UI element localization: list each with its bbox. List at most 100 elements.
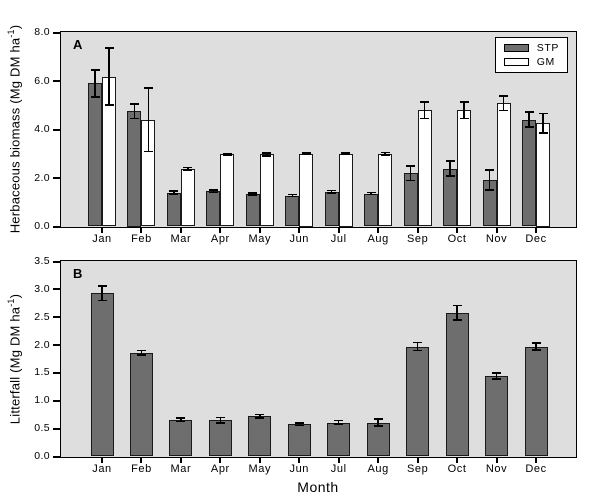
errorbar-cap-top-a-stp-jul [327, 189, 337, 192]
errorbar-cap-top-a-stp-jun [287, 193, 297, 196]
panel-a-x-tick [179, 228, 182, 233]
bar-a-gm-apr [220, 154, 235, 227]
errorbar-cap-top-a-gm-sep [420, 101, 430, 103]
errorbar-cap-bottom-a-gm-feb [143, 150, 153, 153]
errorbar-b-stp-aug [377, 419, 379, 426]
errorbar-cap-bottom-b-stp-apr [215, 422, 225, 424]
errorbar-cap-top-a-gm-feb [143, 87, 153, 89]
errorbar-b-stp-dec [535, 343, 537, 351]
errorbar-a-stp-feb [133, 104, 136, 119]
bar-b-stp-nov [485, 376, 509, 457]
errorbar-cap-top-a-gm-mar [183, 166, 193, 169]
bar-a-gm-jul [338, 153, 353, 227]
panel-b-x-tick [298, 458, 301, 463]
errorbar-cap-top-b-stp-apr [215, 416, 225, 419]
bar-b-stp-sep [406, 346, 430, 457]
errorbar-cap-bottom-b-stp-may [255, 417, 265, 419]
bar-a-stp-jan [88, 83, 102, 227]
legend-swatch-stp [503, 44, 529, 52]
errorbar-a-gm-oct [463, 102, 465, 119]
panel-b-month-label: Nov [485, 463, 508, 475]
legend-entry-gm: GM [503, 57, 559, 67]
panel-a-month-label: Feb [131, 233, 152, 245]
errorbar-a-gm-feb [147, 88, 150, 152]
errorbar-cap-bottom-a-stp-oct [445, 175, 455, 177]
bar-a-stp-may [245, 194, 260, 227]
legend-label-stp: STP [536, 42, 559, 54]
panel-a-month-label: Sep [406, 233, 429, 245]
panel-b-y-tick [53, 344, 60, 347]
panel-b-month-label: Jul [330, 463, 347, 475]
panel-b-month-label: Apr [210, 463, 230, 475]
legend-entry-stp: STP [503, 42, 559, 54]
bar-b-stp-may [248, 416, 272, 457]
panel-a-x-tick [101, 228, 103, 233]
panel-b-letter: B [73, 266, 84, 281]
panel-b-x-tick [456, 458, 459, 463]
panel-b-month-label: Jan [92, 463, 112, 475]
bar-a-gm-aug [378, 153, 393, 227]
errorbar-cap-bottom-a-gm-sep [420, 117, 430, 120]
panel-a-month-label: Mar [170, 233, 192, 245]
panel-b-month-label: May [248, 463, 272, 475]
errorbar-cap-bottom-b-stp-oct [452, 319, 462, 321]
bar-b-stp-jan [90, 293, 114, 457]
panel-b-month-label: Feb [131, 463, 152, 475]
panel-a-y-tick-label: 4.0 [34, 123, 50, 135]
errorbar-b-stp-jan [101, 286, 103, 301]
errorbar-cap-bottom-b-stp-aug [373, 425, 383, 427]
panel-a-month-label: Nov [485, 233, 508, 245]
errorbar-b-stp-nov [495, 373, 498, 380]
errorbar-cap-top-a-stp-aug [366, 191, 376, 194]
errorbar-cap-top-a-stp-nov [485, 169, 495, 172]
errorbar-cap-top-b-stp-oct [452, 304, 462, 307]
errorbar-b-stp-feb [140, 350, 143, 356]
panel-b-x-tick [535, 458, 537, 463]
errorbar-a-gm-jan [108, 48, 110, 106]
errorbar-b-stp-mar [180, 418, 182, 422]
panel-a-month-label: Jul [330, 233, 347, 245]
errorbar-cap-bottom-a-stp-nov [485, 189, 495, 191]
errorbar-a-gm-may [266, 153, 268, 156]
errorbar-a-stp-mar [173, 191, 175, 194]
errorbar-cap-top-b-stp-mar [176, 417, 186, 419]
panel-b-y-tick [53, 260, 60, 263]
errorbar-cap-bottom-b-stp-jan [97, 299, 107, 302]
panel-b-month-label: Sep [406, 463, 429, 475]
errorbar-cap-top-a-gm-nov [499, 95, 509, 97]
errorbar-b-stp-jul [337, 420, 340, 425]
errorbar-cap-bottom-a-gm-jan [104, 104, 114, 107]
errorbar-cap-top-a-stp-jan [90, 69, 100, 71]
panel-b-y-tick-label: 1.0 [34, 394, 50, 407]
errorbar-cap-bottom-a-stp-jun [287, 195, 297, 198]
errorbar-cap-bottom-a-gm-jun [301, 153, 311, 156]
panel-b-x-tick [416, 458, 419, 463]
panel-b-y-tick-label: 2.5 [34, 310, 50, 323]
panel-a-x-tick [377, 228, 380, 233]
errorbar-cap-bottom-a-gm-apr [222, 154, 232, 156]
panel-b-month-label: Jun [289, 463, 310, 475]
panel-b-y-tick-label: 0.5 [34, 422, 50, 435]
errorbar-b-stp-oct [456, 305, 458, 320]
bar-a-stp-jun [285, 195, 300, 227]
errorbar-a-stp-oct [449, 161, 451, 176]
errorbar-cap-bottom-a-gm-may [262, 155, 272, 157]
errorbar-cap-bottom-b-stp-jun [294, 424, 304, 427]
x-axis-title: Month [297, 479, 339, 495]
bar-b-stp-jul [327, 422, 351, 457]
errorbar-a-gm-aug [384, 152, 386, 156]
panel-b-y-tick-label: 3.5 [34, 255, 50, 267]
errorbar-cap-bottom-a-gm-dec [538, 132, 548, 134]
panel-a-x-tick [535, 228, 537, 233]
panel-b-x-tick [337, 458, 340, 463]
errorbar-cap-bottom-a-stp-may [248, 194, 258, 196]
panel-a-month-label: Aug [367, 233, 389, 245]
panel-b-y-tick [53, 371, 60, 374]
ylabel-b-superscript: -1 [6, 298, 16, 307]
panel-b-x-tick [179, 458, 182, 463]
errorbar-cap-top-a-gm-oct [459, 101, 469, 103]
bar-a-gm-oct [457, 110, 472, 227]
errorbar-cap-bottom-a-stp-jan [90, 95, 100, 98]
errorbar-cap-top-a-stp-dec [524, 111, 534, 113]
